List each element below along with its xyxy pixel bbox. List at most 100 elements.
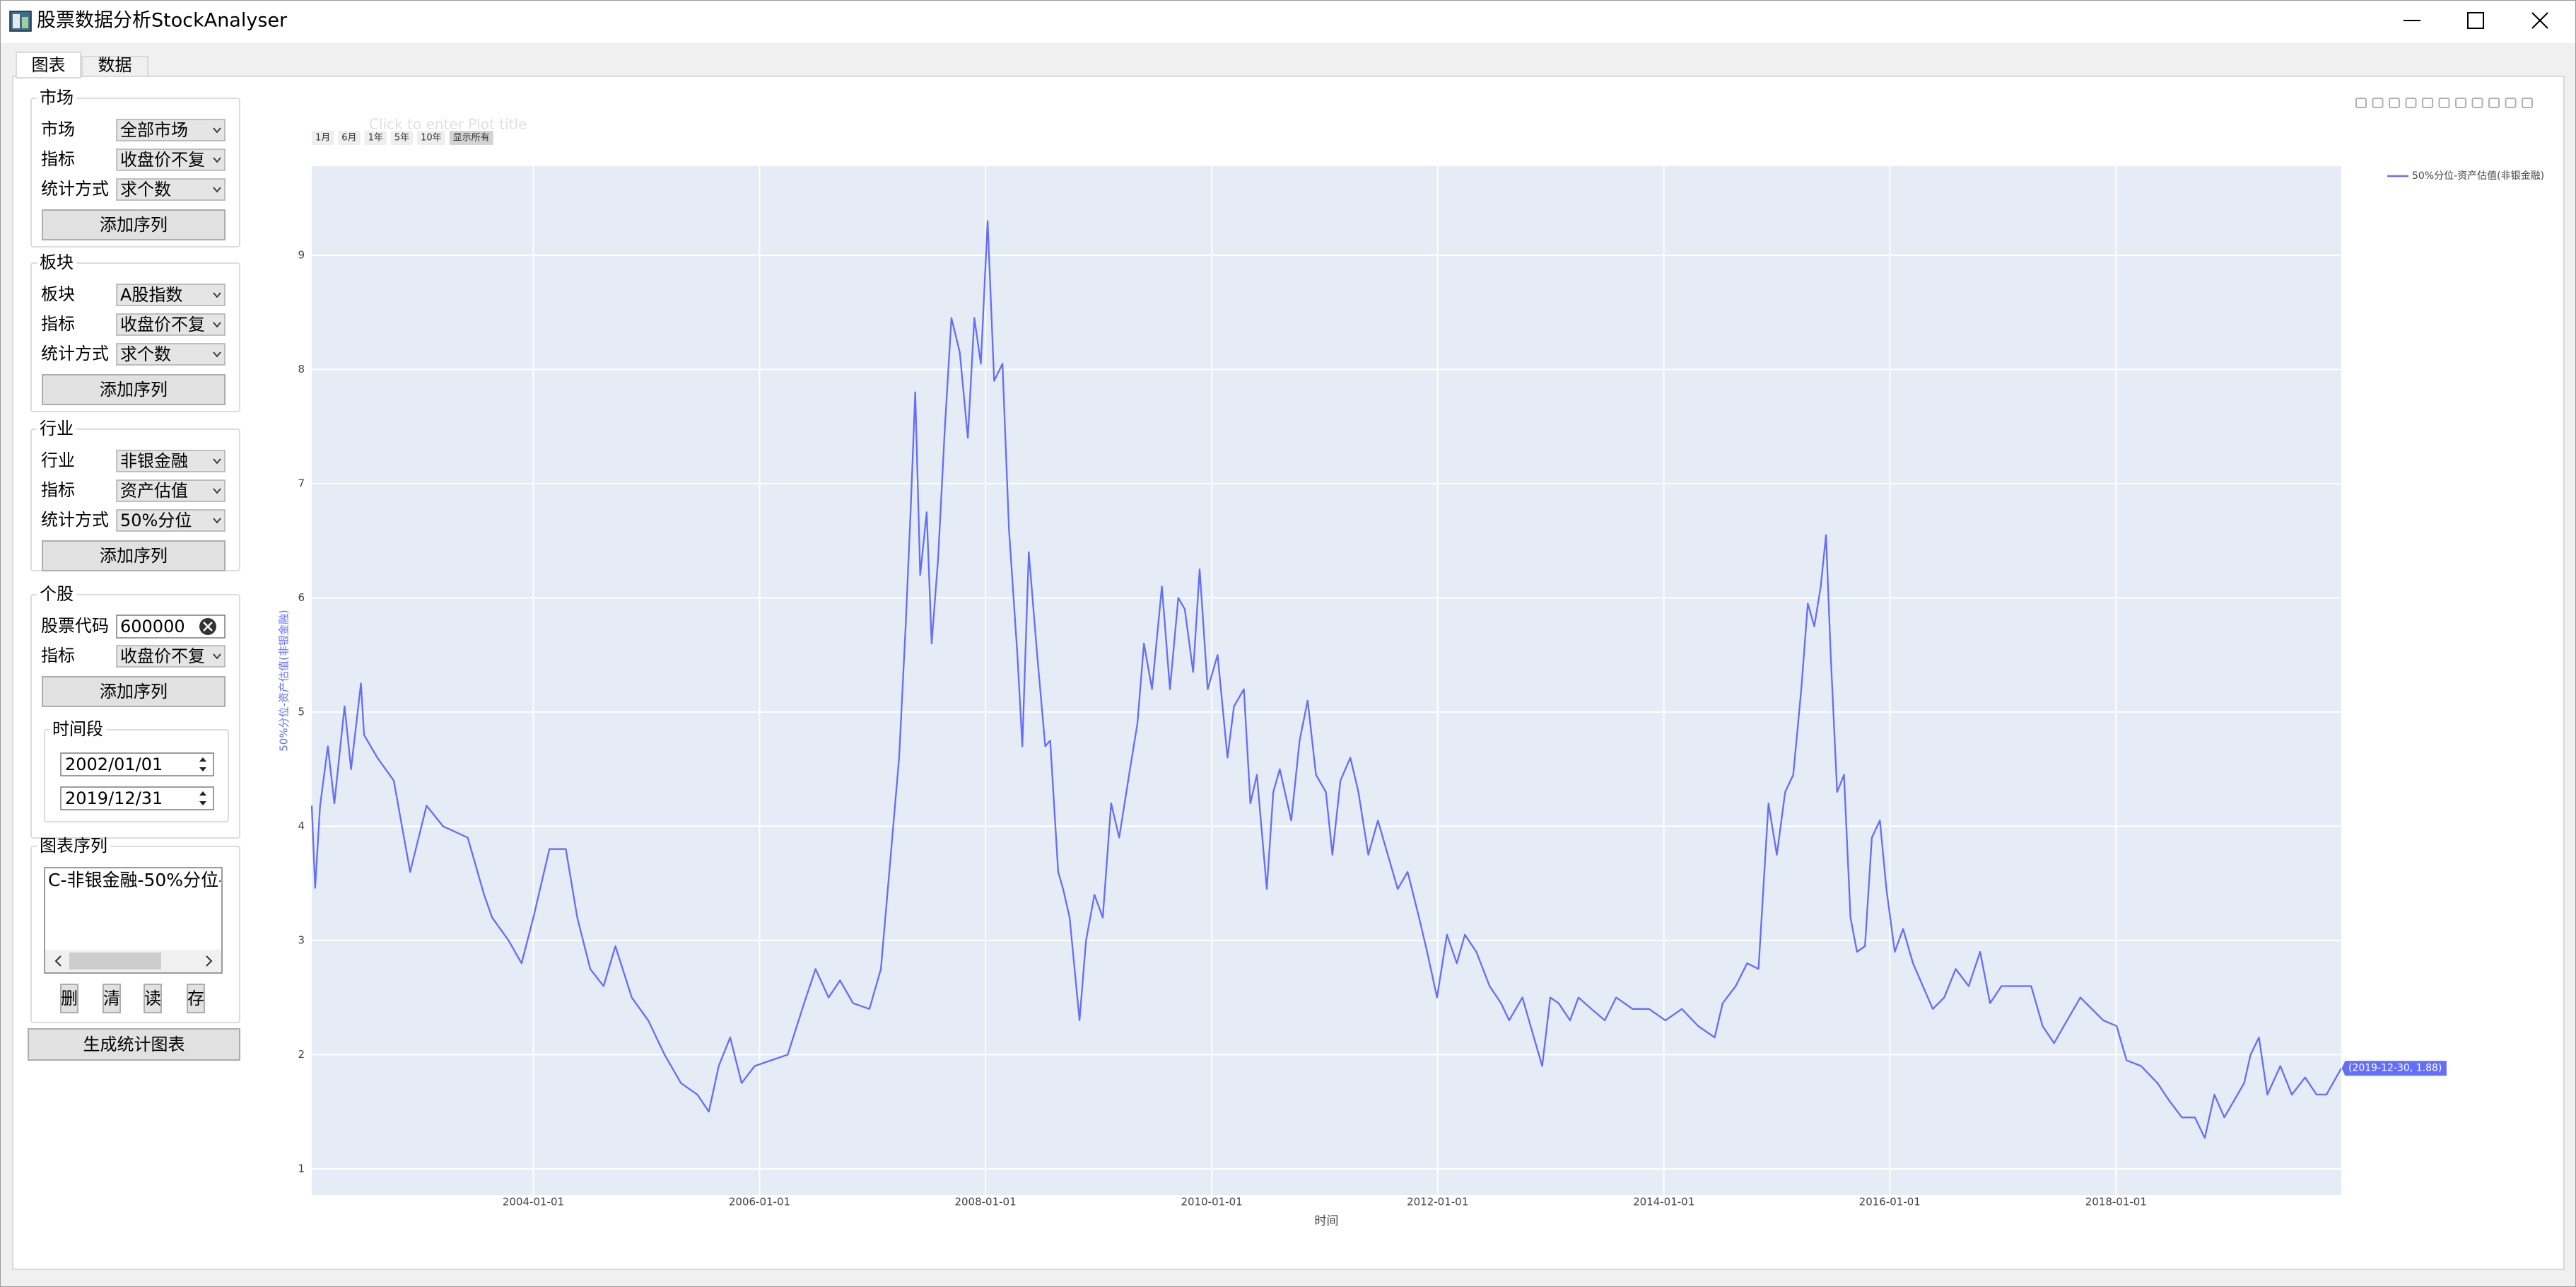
modebar-icon[interactable] [2389, 98, 2400, 108]
range-button[interactable] [417, 131, 445, 145]
x-axis-title: 时间 [1315, 1214, 1339, 1228]
text-input-value[interactable]: 600000 [120, 617, 185, 636]
range-button-label[interactable]: 10年 [421, 133, 442, 144]
date-value[interactable]: 2002/01/01 [65, 755, 163, 774]
list-button-label[interactable]: 存 [187, 989, 204, 1008]
field-label: 指标 [41, 314, 75, 334]
list-button[interactable] [103, 984, 121, 1013]
combo-value[interactable]: 求个数 [120, 180, 171, 199]
combo-value[interactable]: 50%分位 [120, 511, 192, 530]
range-button-label[interactable]: 1月 [315, 133, 330, 144]
modebar-icon[interactable] [2422, 98, 2433, 108]
combo-box[interactable] [116, 343, 226, 366]
range-button-label[interactable]: 显示所有 [453, 133, 490, 144]
add-series-button[interactable] [42, 676, 226, 707]
list-button[interactable] [187, 984, 205, 1013]
generate-button[interactable] [28, 1028, 240, 1061]
range-button[interactable] [390, 131, 414, 145]
range-button[interactable] [312, 131, 334, 145]
x-tick-label: 2008-01-01 [954, 1196, 1016, 1209]
combo-box[interactable] [116, 148, 226, 171]
combo-box[interactable] [116, 313, 226, 336]
combo-box[interactable] [116, 284, 226, 306]
plot-background [312, 166, 2341, 1195]
date-input[interactable] [60, 752, 214, 776]
h-scroll-thumb[interactable] [69, 953, 161, 969]
modebar-icon[interactable] [2471, 98, 2483, 108]
modebar-icon[interactable] [2438, 98, 2450, 108]
series-item[interactable]: C-非银金融-50%分位-资 [48, 870, 242, 890]
add-series-button-label[interactable]: 添加序列 [100, 380, 168, 400]
combo-box[interactable] [116, 509, 226, 532]
modebar-icon[interactable] [2355, 98, 2367, 108]
range-button[interactable] [364, 131, 387, 145]
combo-value[interactable]: 资产估值 [120, 481, 188, 501]
combo-arrow [213, 127, 221, 134]
tab-label[interactable]: 数据 [98, 55, 132, 75]
add-series-button[interactable] [42, 540, 226, 571]
y-tick-label: 2 [298, 1048, 305, 1061]
add-series-button[interactable] [42, 209, 226, 240]
chart: 1 2 3 4 5 6 7 8 9 2004-01-01 2006-01-01 2008-01-01 2… [278, 98, 2544, 1228]
modebar-icon[interactable] [2455, 98, 2466, 108]
combo-box[interactable] [116, 479, 226, 502]
tab[interactable] [16, 52, 81, 78]
y-tick-label: 3 [298, 933, 305, 946]
add-series-button-label[interactable]: 添加序列 [100, 682, 168, 701]
modebar-icon[interactable] [2405, 98, 2417, 108]
combo-value[interactable]: 收盘价不复 [120, 646, 205, 666]
combo-box[interactable] [116, 178, 226, 201]
x-tick-label: 2014-01-01 [1633, 1196, 1694, 1209]
combo-arrow [213, 322, 221, 328]
add-series-button[interactable] [42, 374, 226, 405]
x-tick-label: 2018-01-01 [2085, 1196, 2147, 1209]
maximize-button[interactable] [2467, 12, 2484, 29]
group-title: 个股 [40, 584, 74, 604]
y-tick-label: 6 [298, 591, 305, 604]
spin-down[interactable] [199, 767, 206, 771]
list-button[interactable] [144, 984, 162, 1013]
hover-box [2341, 1060, 2447, 1077]
add-series-button-label[interactable]: 添加序列 [100, 215, 168, 235]
hover-label: (2019-12-30, 1.88) [2348, 1063, 2442, 1074]
spin-down[interactable] [199, 801, 206, 805]
modebar-icon[interactable] [2488, 98, 2500, 108]
combo-value[interactable]: 非银金融 [120, 451, 188, 471]
field-label: 指标 [41, 149, 75, 169]
range-button[interactable] [449, 131, 493, 145]
add-series-button-label[interactable]: 添加序列 [100, 546, 168, 566]
tab[interactable] [81, 56, 148, 77]
date-value[interactable]: 2019/12/31 [65, 788, 163, 808]
combo-value[interactable]: 收盘价不复 [120, 315, 205, 334]
list-button[interactable] [60, 984, 78, 1013]
list-button-label[interactable]: 删 [61, 989, 78, 1008]
scroll-right[interactable] [206, 955, 213, 967]
combo-box[interactable] [116, 119, 226, 141]
range-button-label[interactable]: 1年 [368, 133, 383, 144]
combo-value[interactable]: 收盘价不复 [120, 150, 205, 170]
combo-clip: 全部市场 [120, 120, 188, 140]
group-title: 图表序列 [40, 836, 107, 856]
group-box [30, 262, 240, 412]
modebar-icon[interactable] [2522, 98, 2533, 108]
combo-value[interactable]: 求个数 [120, 344, 171, 364]
combo-box[interactable] [116, 645, 226, 668]
scroll-left[interactable] [54, 955, 62, 967]
range-button-label[interactable]: 5年 [394, 133, 409, 144]
range-button[interactable] [338, 131, 361, 145]
range-button-label[interactable]: 6月 [341, 133, 356, 144]
list-button-label[interactable]: 清 [103, 989, 120, 1008]
spin-up[interactable] [199, 791, 206, 796]
combo-value[interactable]: A股指数 [120, 285, 182, 305]
generate-button-label[interactable]: 生成统计图表 [83, 1035, 185, 1054]
modebar-icon[interactable] [2372, 98, 2384, 108]
spin-up[interactable] [199, 757, 206, 762]
combo-box[interactable] [116, 450, 226, 472]
list-button-label[interactable]: 读 [144, 989, 161, 1008]
group-box [30, 846, 240, 1023]
tab-label[interactable]: 图表 [32, 55, 66, 75]
date-input[interactable] [60, 786, 214, 810]
modebar-icon[interactable] [2505, 98, 2517, 108]
combo-value[interactable]: 全部市场 [120, 120, 188, 140]
close-button[interactable] [2531, 12, 2548, 29]
